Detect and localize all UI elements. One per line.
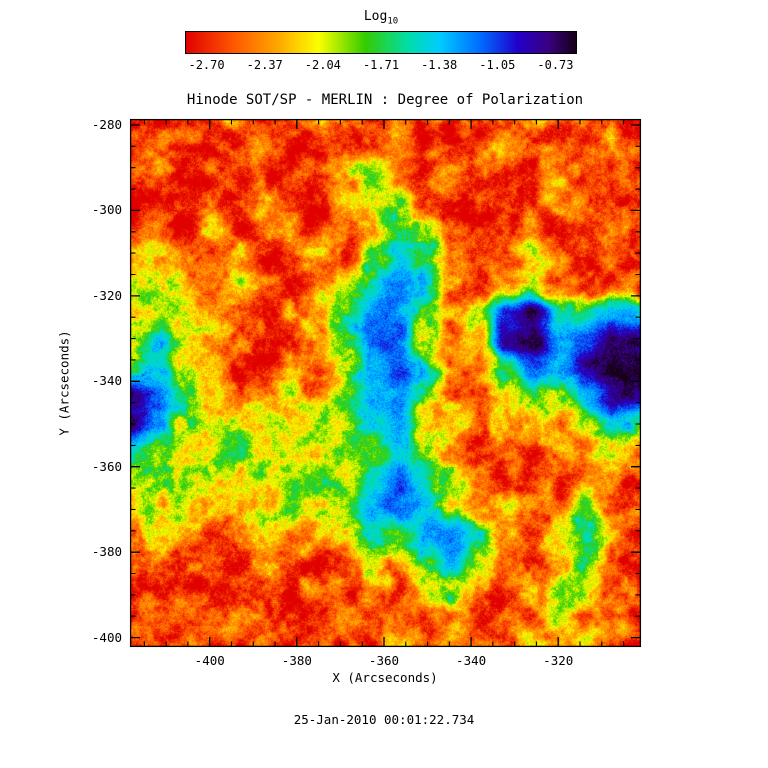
plot-title: Hinode SOT/SP - MERLIN : Degree of Polar… — [186, 92, 584, 108]
colorbar-gradient — [185, 31, 577, 54]
colorbar-tick-label: -2.37 — [246, 58, 283, 72]
x-axis-title: X (Arcseconds) — [332, 670, 438, 685]
colorbar-tick-label: -1.71 — [362, 58, 400, 72]
colorbar-tick-label: -1.05 — [479, 58, 516, 72]
x-tick-label: -400 — [194, 653, 225, 668]
y-tick-label: -300 — [91, 202, 122, 218]
colorbar-tick-label: -0.73 — [537, 58, 574, 72]
y-tick-label: -360 — [91, 458, 122, 474]
axes-frame — [129, 118, 642, 648]
plot-border — [129, 118, 642, 648]
x-tick-label: -360 — [368, 653, 400, 668]
y-axis-title: Y (Arcseconds) — [56, 330, 72, 436]
colorbar-tick-label: -2.70 — [188, 58, 225, 72]
minor-ticks — [131, 120, 640, 646]
x-tick-label: -340 — [456, 653, 487, 668]
colorbar-title-subscript: 10 — [387, 16, 399, 27]
y-tick-label: -280 — [91, 116, 122, 132]
x-tick-label: -380 — [281, 653, 312, 668]
colorbar-title: Log10 — [364, 9, 398, 27]
timestamp: 25-Jan-2010 00:01:22.734 — [293, 712, 475, 727]
colorbar-title-text: Log — [363, 9, 388, 24]
y-tick-label: -320 — [91, 287, 122, 303]
heatmap-image — [130, 119, 641, 647]
y-tick-label: -380 — [91, 544, 122, 560]
colorbar-tick-label: -2.04 — [304, 58, 341, 72]
y-tick-label: -400 — [91, 629, 122, 645]
x-tick-label: -320 — [543, 653, 574, 668]
colorbar-tick-label: -1.38 — [421, 58, 458, 72]
major-ticks — [131, 120, 640, 646]
